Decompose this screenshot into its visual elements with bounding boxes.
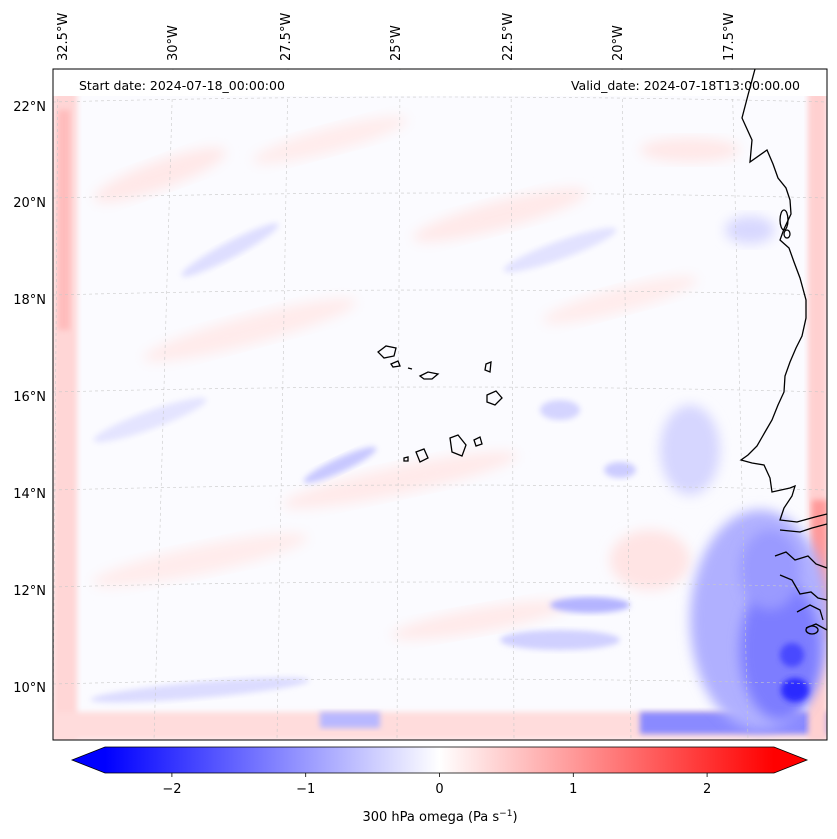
lon-label: 20°W	[611, 25, 626, 61]
island-sao-vicente	[390, 360, 401, 368]
cape-verde-islands	[377, 345, 503, 463]
island-maio	[473, 436, 483, 447]
lon-label: 25°W	[389, 25, 404, 61]
island-santiago	[449, 434, 467, 457]
colorbar-ticks: −2 −1 0 1 2	[162, 773, 711, 797]
colorbar-tick-label: 2	[703, 782, 711, 797]
longitude-labels: 32.5°W 30°W 27.5°W 25°W 22.5°W 20°W 17.5…	[56, 13, 737, 61]
colorbar-outline	[70, 746, 809, 774]
header-strip	[53, 70, 827, 96]
lat-label: 20°N	[13, 196, 46, 211]
island-brava	[403, 456, 409, 462]
lat-label: 12°N	[13, 584, 46, 599]
lat-label: 10°N	[13, 681, 46, 696]
lat-label: 18°N	[13, 293, 46, 308]
lat-label: 22°N	[13, 100, 46, 115]
latitude-labels: 22°N 20°N 18°N 16°N 14°N 12°N 10°N	[13, 100, 46, 696]
colorbar-tick-label: 1	[569, 782, 577, 797]
valid-date-label: Valid_date: 2024-07-18T13:00:00.00	[571, 78, 800, 93]
colorbar-extend-min	[72, 747, 105, 773]
start-date-label: Start date: 2024-07-18_00:00:00	[79, 78, 285, 93]
coastline	[739, 69, 827, 635]
map-frame	[52, 68, 828, 741]
colorbar-label: 300 hPa omega (Pa s−1)	[362, 809, 517, 825]
lat-label: 14°N	[13, 487, 46, 502]
colorbar-tick-label: −2	[162, 782, 181, 797]
lon-label: 32.5°W	[56, 13, 71, 61]
island-sal	[484, 360, 492, 373]
map-panel[interactable]: Start date: 2024-07-18_00:00:00 Valid_da…	[52, 68, 830, 741]
island-boa-vista	[486, 390, 503, 406]
colorbar-tick-label: −1	[296, 782, 315, 797]
island-sao-nicolau	[418, 371, 440, 380]
colorbar-extend-max	[774, 747, 807, 773]
omega-field	[53, 80, 827, 740]
lat-label: 16°N	[13, 390, 46, 405]
colorbar-tick-label: 0	[435, 782, 443, 797]
colorbar-gradient	[105, 747, 774, 773]
island-santo-antao	[377, 345, 397, 359]
island-fogo	[415, 448, 429, 463]
gridlines	[53, 69, 827, 740]
lon-label: 30°W	[166, 25, 181, 61]
lon-label: 27.5°W	[279, 13, 294, 61]
lon-label: 22.5°W	[501, 13, 516, 61]
island-santa-luzia	[407, 367, 413, 370]
lon-label: 17.5°W	[722, 13, 737, 61]
colorbar: −2 −1 0 1 2 300 hPa omega (Pa s−1)	[70, 746, 809, 825]
